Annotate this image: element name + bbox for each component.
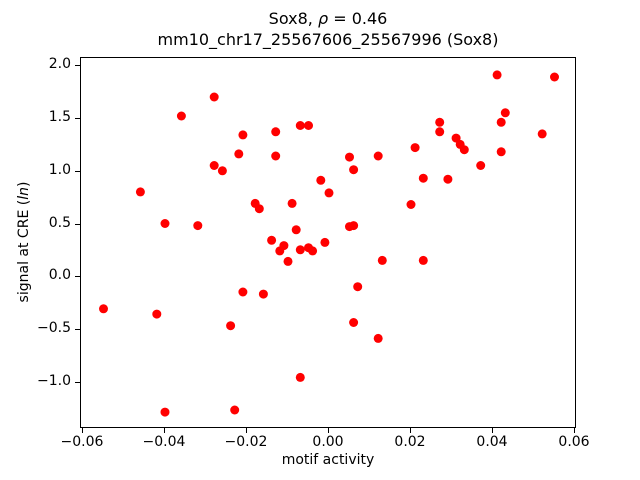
scatter-point xyxy=(316,175,326,185)
scatter-point xyxy=(459,145,469,155)
scatter-point xyxy=(258,289,268,299)
y-tick-label: −0.5 xyxy=(37,319,71,336)
x-tick-mark xyxy=(82,428,83,433)
y-tick-mark xyxy=(75,170,80,172)
scatter-point xyxy=(492,70,502,80)
y-tick-label: 1.0 xyxy=(48,161,71,178)
scatter-point xyxy=(160,219,170,228)
scatter-point xyxy=(435,127,445,137)
y-tick-label: 0.0 xyxy=(48,267,71,284)
title-rho-symbol: ρ xyxy=(317,9,329,28)
scatter-point xyxy=(349,318,359,327)
scatter-point xyxy=(283,256,293,266)
scatter-point xyxy=(349,221,359,231)
x-tick-label: −0.04 xyxy=(142,434,186,450)
x-tick-label: −0.06 xyxy=(60,434,104,450)
x-tick-label: 0.04 xyxy=(476,434,508,450)
scatter-point xyxy=(160,407,170,417)
chart-title-line2: mm10_chr17_25567606_25567996 (Sox8) xyxy=(157,30,499,49)
y-tick-mark xyxy=(75,328,80,330)
scatter-point xyxy=(320,237,330,247)
scatter-point xyxy=(324,188,334,198)
scatter-point xyxy=(271,127,281,137)
scatter-point xyxy=(254,204,264,214)
x-tick-mark xyxy=(574,428,575,433)
chart-title: Sox8, ρ = 0.46 mm10_chr17_25567606_25567… xyxy=(80,8,576,50)
scatter-point xyxy=(271,151,281,161)
scatter-point xyxy=(435,117,445,127)
scatter-point xyxy=(349,165,359,175)
scatter-point xyxy=(406,200,416,209)
y-axis-label: signal at CRE (ln) xyxy=(16,182,32,303)
scatter-point xyxy=(152,309,162,319)
x-tick-mark xyxy=(164,428,165,433)
scatter-point xyxy=(291,225,301,235)
chart-title-line1: Sox8, ρ = 0.46 xyxy=(80,8,576,29)
scatter-point xyxy=(295,121,305,130)
y-tick-mark xyxy=(75,118,80,120)
scatter-point xyxy=(209,92,219,102)
scatter-point xyxy=(193,221,203,231)
scatter-point xyxy=(410,143,420,153)
x-tick-mark xyxy=(410,428,411,433)
scatter-point xyxy=(443,174,453,184)
x-axis-label: motif activity xyxy=(281,452,375,468)
x-tick-mark xyxy=(246,428,247,433)
x-tick-label: 0.02 xyxy=(394,434,426,450)
y-tick-mark xyxy=(75,65,80,67)
scatter-point xyxy=(217,166,227,176)
scatter-point xyxy=(135,187,145,197)
scatter-point xyxy=(418,173,428,183)
scatter-point xyxy=(308,246,318,256)
scatter-point xyxy=(353,282,363,292)
y-tick-mark xyxy=(75,381,80,383)
plot-area xyxy=(80,57,576,428)
x-tick-label: 0.00 xyxy=(312,434,344,450)
scatter-point xyxy=(238,130,248,140)
title-suffix: = 0.46 xyxy=(328,9,388,28)
scatter-point xyxy=(377,255,387,265)
scatter-point xyxy=(496,117,506,127)
scatter-point xyxy=(345,152,354,162)
scatter-point xyxy=(537,129,547,139)
scatter-point xyxy=(476,161,486,170)
scatter-point xyxy=(287,198,297,208)
scatter-point xyxy=(279,241,289,251)
scatter-point xyxy=(238,287,248,297)
scatter-point xyxy=(418,255,428,265)
x-tick-label: −0.02 xyxy=(224,434,268,450)
scatter-point xyxy=(99,304,108,314)
y-tick-label: 2.0 xyxy=(48,56,71,73)
scatter-point xyxy=(304,121,313,130)
y-tick-label: 0.5 xyxy=(48,214,71,231)
scatter-point xyxy=(550,72,559,82)
scatter-point xyxy=(176,111,186,121)
scatter-point xyxy=(496,147,506,157)
scatter-point xyxy=(500,108,510,118)
y-tick-mark xyxy=(75,223,80,225)
x-tick-label: 0.06 xyxy=(558,434,590,450)
title-prefix: Sox8, xyxy=(268,9,318,28)
y-axis-label-suffix: ) xyxy=(16,181,32,188)
scatter-point xyxy=(226,321,236,331)
scatter-point xyxy=(295,245,305,255)
y-tick-label: −1.0 xyxy=(37,372,71,389)
scatter-point xyxy=(230,405,240,415)
y-axis-label-italic: ln xyxy=(16,187,32,200)
scatter-point xyxy=(209,161,219,170)
scatter-point xyxy=(234,149,244,159)
x-tick-mark xyxy=(492,428,493,433)
scatter-point xyxy=(295,372,305,382)
y-tick-mark xyxy=(75,276,80,278)
x-tick-mark xyxy=(328,428,329,433)
scatter-point xyxy=(267,235,277,245)
scatter-point xyxy=(373,151,383,161)
y-tick-label: 1.5 xyxy=(48,109,71,126)
scatter-canvas xyxy=(99,70,559,417)
scatter-point xyxy=(373,333,383,343)
